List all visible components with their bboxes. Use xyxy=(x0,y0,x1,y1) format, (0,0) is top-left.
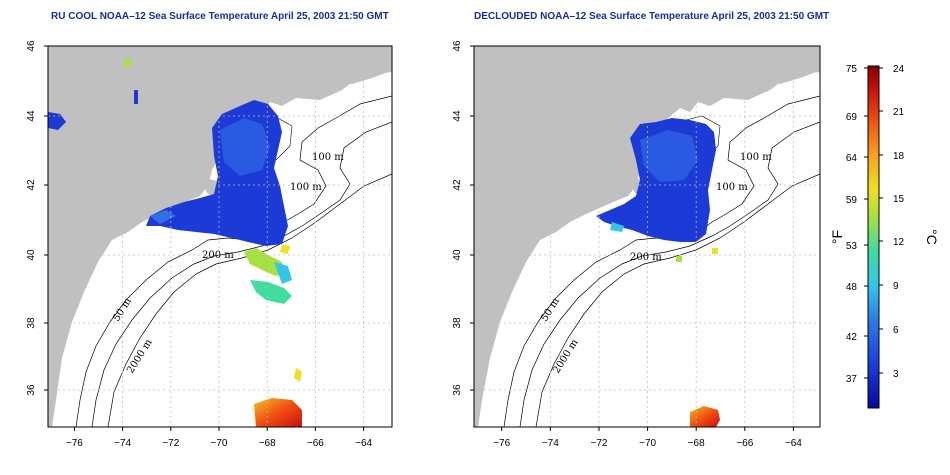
fahrenheit-tick: 42 xyxy=(846,332,858,343)
y-tick-label: 38 xyxy=(452,317,463,329)
y-tick-label: 38 xyxy=(26,317,37,329)
fahrenheit-tick: 59 xyxy=(846,195,858,206)
contour-label: 200 m xyxy=(202,250,234,261)
x-tick-label: −74 xyxy=(114,438,131,449)
x-tick-label: −64 xyxy=(785,438,802,449)
warm-water-patch xyxy=(690,406,720,427)
x-tick-label: −74 xyxy=(542,438,559,449)
celsius-tick: 12 xyxy=(893,237,905,248)
y-tick-label: 44 xyxy=(26,110,37,122)
y-tick-label: 36 xyxy=(452,384,463,396)
y-tick-label: 42 xyxy=(452,179,463,191)
x-tick-label: −64 xyxy=(355,438,372,449)
x-tick-label: −66 xyxy=(307,438,324,449)
y-tick-label: 44 xyxy=(452,110,463,122)
celsius-axis-label: °C xyxy=(924,229,940,245)
x-tick-label: −68 xyxy=(688,438,705,449)
celsius-tick: 15 xyxy=(893,194,905,205)
land-mass xyxy=(474,46,820,427)
celsius-tick: 21 xyxy=(893,107,905,118)
y-tick-label: 40 xyxy=(452,249,463,261)
x-tick-label: −72 xyxy=(591,438,608,449)
x-tick-label: −72 xyxy=(162,438,179,449)
left-map: 100 m 100 m 200 m 50 m 2000 m −76 −74 −7… xyxy=(26,40,393,449)
fahrenheit-axis-label: °F xyxy=(829,230,845,244)
land-mass xyxy=(48,46,392,427)
contour-label: 100 m xyxy=(290,182,322,193)
colorbar-gradient xyxy=(867,65,880,409)
x-tick-label: −76 xyxy=(66,438,83,449)
right-map: 100 m 100 m 200 m 50 m 2000 m −76 −74 −7… xyxy=(452,40,821,449)
contour-label: 100 m xyxy=(312,152,344,163)
warm-water-patch xyxy=(254,398,302,427)
fahrenheit-tick: 48 xyxy=(846,282,858,293)
fahrenheit-tick: 53 xyxy=(846,241,858,252)
y-tick-label: 36 xyxy=(26,384,37,396)
fahrenheit-tick: 69 xyxy=(846,112,858,123)
celsius-tick: 6 xyxy=(893,325,899,336)
contour-label: 200 m xyxy=(630,252,662,263)
temperature-colorbar: 75 69 64 59 53 48 42 37 24 21 18 15 12 9… xyxy=(829,64,940,409)
x-tick-label: −68 xyxy=(259,438,276,449)
contour-label: 100 m xyxy=(740,152,772,163)
fahrenheit-tick: 37 xyxy=(846,374,858,385)
right-map-title: DECLOUDED NOAA–12 Sea Surface Temperatur… xyxy=(474,11,830,22)
fahrenheit-tick: 75 xyxy=(846,64,858,75)
contour-label: 100 m xyxy=(716,182,748,193)
x-tick-label: −70 xyxy=(639,438,656,449)
celsius-tick: 24 xyxy=(893,64,905,75)
x-tick-label: −76 xyxy=(493,438,510,449)
fahrenheit-tick: 64 xyxy=(846,153,858,164)
celsius-tick: 18 xyxy=(893,151,905,162)
x-tick-label: −66 xyxy=(736,438,753,449)
y-tick-label: 40 xyxy=(26,249,37,261)
left-map-title: RU COOL NOAA–12 Sea Surface Temperature … xyxy=(51,11,389,22)
y-tick-label: 42 xyxy=(26,179,37,191)
celsius-tick: 3 xyxy=(893,369,899,380)
y-tick-label: 46 xyxy=(452,40,463,52)
y-tick-label: 46 xyxy=(26,40,37,52)
x-tick-label: −70 xyxy=(211,438,228,449)
celsius-tick: 9 xyxy=(893,281,899,292)
